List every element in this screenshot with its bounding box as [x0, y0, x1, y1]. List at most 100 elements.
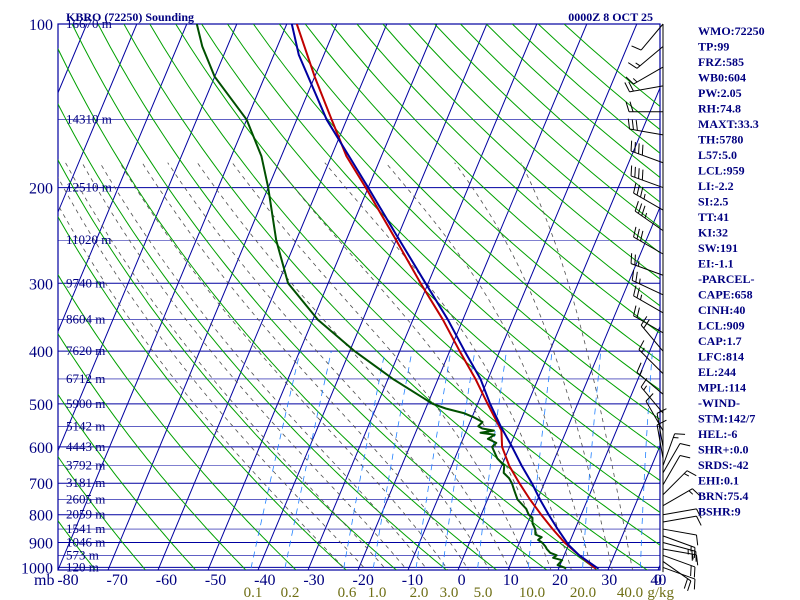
- dry-adiabat-line: [58, 520, 97, 570]
- index-item: CAPE:658: [698, 288, 753, 302]
- temperature-tick-label: -50: [205, 572, 226, 589]
- wind-barb: [627, 46, 664, 69]
- temperature-tick-label: 10: [503, 572, 519, 589]
- pressure-tick-label: 400: [29, 344, 53, 361]
- dry-adiabat-line: [58, 393, 197, 570]
- wind-barb-feather: [633, 182, 637, 194]
- wind-barb-feather: [630, 253, 633, 264]
- wind-barb-feather: [692, 488, 701, 497]
- isotherm-line: [607, 444, 660, 570]
- index-item: L57:5.0: [698, 148, 737, 162]
- wind-barb-feather: [695, 534, 699, 546]
- wind-barb: [662, 561, 692, 592]
- moist-adiabat-line: [141, 162, 470, 570]
- wind-barb-feather: [633, 226, 637, 238]
- index-item: BSHR:9: [698, 505, 741, 519]
- index-item: KI:32: [698, 226, 728, 240]
- wind-barb-staff: [630, 150, 664, 164]
- temperature-tick-label: 0: [654, 572, 662, 589]
- temperature-tick-label: -20: [353, 572, 374, 589]
- wind-barb-staff: [629, 128, 664, 136]
- isotherm-line: [107, 24, 338, 570]
- height-label: 120 m: [66, 559, 99, 574]
- pressure-unit-label: mb: [34, 572, 54, 589]
- wind-barb: [662, 433, 686, 466]
- dry-adiabat-line: [382, 24, 660, 280]
- wind-barb-staff: [630, 175, 664, 189]
- wind-barb-staff: [656, 424, 664, 459]
- wind-barb-staff: [631, 279, 664, 296]
- wind-barb-staff: [640, 324, 664, 352]
- wind-barb-feather: [683, 578, 689, 589]
- pressure-tick-label: 600: [29, 440, 53, 457]
- height-label: 9740 m: [66, 275, 105, 290]
- index-item: TT:41: [698, 210, 729, 224]
- temperature-profile: [295, 24, 597, 570]
- chart-title: KBRO (72250) Sounding: [66, 10, 194, 24]
- wind-barb-feather: [679, 442, 691, 447]
- wind-barb-feather: [687, 580, 692, 592]
- wind-barb: [631, 270, 664, 296]
- wind-barb: [662, 528, 699, 546]
- wind-barb-staff: [636, 46, 664, 69]
- index-item: EL:244: [698, 365, 736, 379]
- mixing-ratio-label: 2.0: [410, 585, 429, 600]
- isotherm-line: [58, 24, 288, 570]
- index-item: BRN:75.4: [698, 489, 748, 503]
- moist-adiabat-line: [81, 162, 408, 570]
- wind-barb-staff: [662, 488, 693, 507]
- wind-barb-feather: [628, 81, 634, 92]
- mixing-ratio-label: 0.1: [244, 585, 263, 600]
- wind-barb: [633, 305, 664, 334]
- mixing-ratio-line: [527, 351, 553, 570]
- mixing-ratio-label: 5.0: [474, 585, 493, 600]
- dry-adiabat-line: [201, 24, 660, 482]
- isotherm-line: [357, 24, 588, 570]
- height-label: 3181 m: [66, 475, 105, 490]
- wind-barb-feather: [633, 305, 637, 316]
- wind-barb-feather: [627, 118, 631, 130]
- wind-barb-feather: [641, 205, 646, 216]
- index-item: TH:5780: [698, 133, 743, 147]
- wind-barb: [662, 542, 697, 562]
- wind-barb: [638, 340, 664, 375]
- isotherm-line: [58, 24, 138, 214]
- index-item: -WIND-: [698, 396, 740, 410]
- wind-barb-feather: [679, 454, 691, 459]
- wind-barb-feather: [636, 287, 640, 298]
- wind-barb: [662, 554, 696, 578]
- height-label: 1046 m: [66, 535, 105, 550]
- wind-barb-staff: [662, 554, 696, 568]
- wind-barb-staff: [640, 386, 664, 414]
- isotherm-line: [557, 325, 660, 570]
- dry-adiabat-line: [58, 215, 347, 570]
- dry-adiabat-line: [58, 455, 147, 570]
- wind-barb: [662, 488, 701, 507]
- height-label: 2605 m: [66, 492, 105, 507]
- mixing-ratio-line: [639, 351, 653, 570]
- mixing-ratio-label: 0.6: [338, 585, 357, 600]
- wind-barb: [662, 470, 697, 496]
- index-item: LFC:814: [698, 350, 744, 364]
- wind-barb-staff: [662, 535, 696, 548]
- dry-adiabat-line: [97, 24, 598, 570]
- index-item: LCL:959: [698, 164, 745, 178]
- wind-barb-feather: [624, 82, 630, 93]
- wind-barb-half-feather: [641, 347, 645, 353]
- isotherm-line: [207, 24, 438, 570]
- wind-barb-half-feather: [683, 473, 690, 477]
- height-label: 11020 m: [66, 232, 111, 247]
- dry-adiabat-line: [278, 24, 660, 391]
- dry-adiabat-line: [149, 24, 660, 546]
- wind-barb: [662, 535, 696, 558]
- dry-adiabat-line: [123, 24, 648, 570]
- height-label: 8604 m: [66, 312, 105, 327]
- height-label: 5142 m: [66, 418, 105, 433]
- wind-barb-feather: [641, 144, 644, 156]
- mixing-ratio-unit-label: g/kg: [647, 585, 674, 600]
- wind-barb-staff: [662, 470, 688, 496]
- height-label: 3792 m: [66, 458, 105, 473]
- wind-barb-staff: [633, 192, 664, 211]
- wind-barb: [662, 548, 699, 566]
